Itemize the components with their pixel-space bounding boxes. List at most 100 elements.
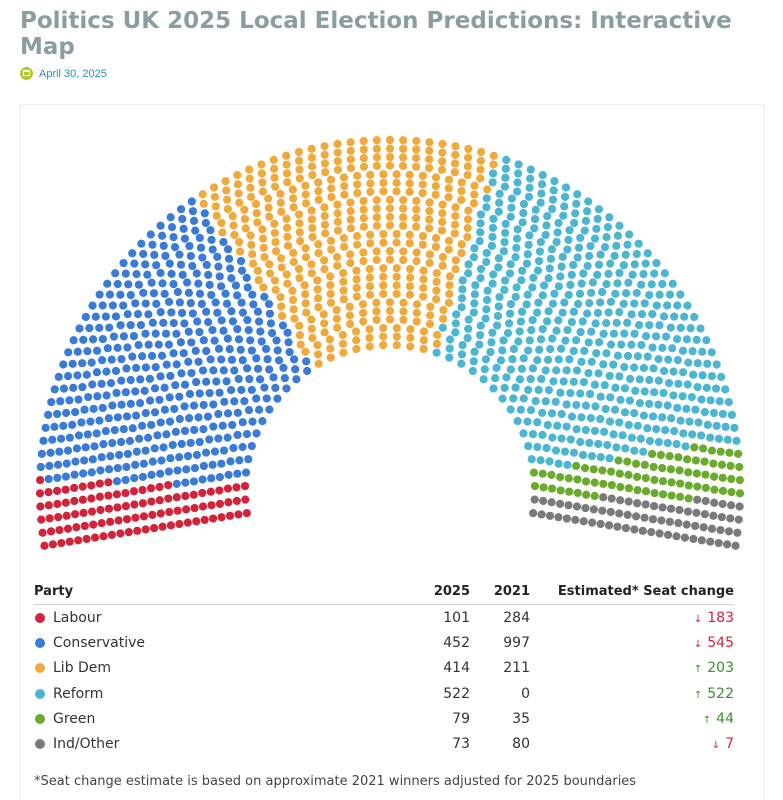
- seat-dot: [195, 327, 204, 337]
- seat-dot: [665, 290, 675, 299]
- seat-dot: [587, 451, 597, 461]
- seat-dot: [301, 190, 310, 199]
- seat-dot: [715, 397, 724, 406]
- seat-dot: [492, 363, 501, 372]
- seats-2025: 452: [443, 634, 470, 651]
- seat-dot: [228, 317, 238, 326]
- seat-dot: [233, 291, 242, 300]
- seat-dot: [648, 343, 657, 352]
- seat-dot: [188, 309, 197, 318]
- seat-dot: [314, 248, 323, 258]
- seat-dot: [385, 204, 395, 213]
- seat-dot: [544, 386, 554, 395]
- seat-dot: [162, 360, 171, 369]
- seat-dot: [277, 302, 286, 311]
- seat-dot: [553, 421, 562, 430]
- seat-dot: [365, 264, 374, 274]
- seat-dot: [195, 437, 204, 447]
- seat-dot: [596, 519, 605, 529]
- seat-dot: [508, 355, 517, 364]
- seat-dot: [525, 183, 534, 192]
- seat-dot: [588, 518, 597, 527]
- seat-dot: [264, 194, 273, 203]
- seat-dot: [245, 165, 254, 174]
- seat-dot: [366, 170, 375, 179]
- seat-dot: [500, 383, 509, 392]
- seat-dot: [476, 165, 485, 174]
- seat-dot: [121, 269, 130, 278]
- seat-dot: [214, 262, 223, 271]
- seat-dot: [98, 301, 107, 310]
- seat-dot: [499, 247, 509, 256]
- seat-dot: [630, 446, 639, 455]
- seat-dot: [488, 223, 498, 232]
- seat-dot: [372, 315, 381, 324]
- seat-dot: [576, 327, 585, 337]
- seat-dot: [476, 274, 485, 283]
- seat-dot: [689, 370, 698, 379]
- seat-dot: [242, 364, 252, 373]
- seat-dot: [242, 273, 251, 282]
- seat-dot: [525, 336, 534, 345]
- seat-dot: [271, 383, 280, 392]
- seat-dot: [612, 318, 621, 327]
- seat-dot: [359, 162, 369, 171]
- seat-dot: [215, 499, 225, 508]
- seat-dot: [663, 301, 672, 310]
- seat-dot: [535, 247, 545, 256]
- seat-dot: [640, 387, 649, 396]
- seat-dot: [727, 474, 736, 484]
- seat-dot: [678, 346, 688, 355]
- seat-dot: [217, 282, 226, 291]
- seat-dot: [505, 309, 515, 318]
- seat-dot: [166, 454, 175, 463]
- seat-dot: [104, 504, 114, 513]
- seat-dot: [267, 329, 277, 338]
- seat-dot: [57, 538, 66, 548]
- seat-dot: [577, 279, 586, 288]
- seat-dot: [122, 412, 132, 421]
- seat-dot: [290, 314, 299, 323]
- seat-dot: [652, 332, 661, 341]
- seat-dot: [272, 336, 281, 345]
- seat-dot: [619, 299, 628, 308]
- seat-dot: [670, 312, 679, 321]
- seat-dot: [571, 515, 580, 525]
- seat-dot: [138, 499, 147, 508]
- seat-dot: [235, 456, 244, 465]
- seat-dot: [675, 505, 684, 515]
- seat-dot: [326, 344, 335, 353]
- seat-dot: [519, 354, 528, 363]
- seat-dot: [385, 315, 395, 324]
- seat-dot: [476, 219, 485, 228]
- seat-dot: [655, 529, 664, 538]
- seat-dot: [84, 392, 93, 402]
- seat-dot: [95, 290, 104, 299]
- seat-dot: [139, 459, 148, 468]
- seat-dot: [372, 161, 382, 170]
- seat-dot: [253, 364, 263, 373]
- seat-dot: [580, 464, 590, 473]
- seat-dot: [399, 247, 408, 256]
- seat-dot: [230, 230, 239, 240]
- seats-2021: 35: [512, 710, 530, 727]
- seat-dot: [153, 431, 162, 440]
- seat-dot: [632, 459, 641, 468]
- seat-dot: [175, 250, 184, 259]
- seat-dot: [707, 524, 717, 533]
- seat-dot: [412, 154, 421, 163]
- seat-dot: [641, 487, 651, 496]
- seat-dot: [541, 230, 550, 240]
- seat-dot: [599, 329, 608, 338]
- seat-dot: [615, 372, 624, 381]
- seat-dot: [590, 426, 600, 436]
- seat-dot: [143, 270, 152, 279]
- seat-dot: [547, 484, 557, 493]
- seat-dot: [40, 541, 49, 550]
- seat-dot: [35, 489, 45, 498]
- seat-dot: [600, 381, 609, 390]
- seat-dot: [488, 232, 497, 241]
- seat-dot: [36, 502, 45, 511]
- seat-dot: [491, 374, 500, 383]
- seat-dot: [450, 220, 460, 229]
